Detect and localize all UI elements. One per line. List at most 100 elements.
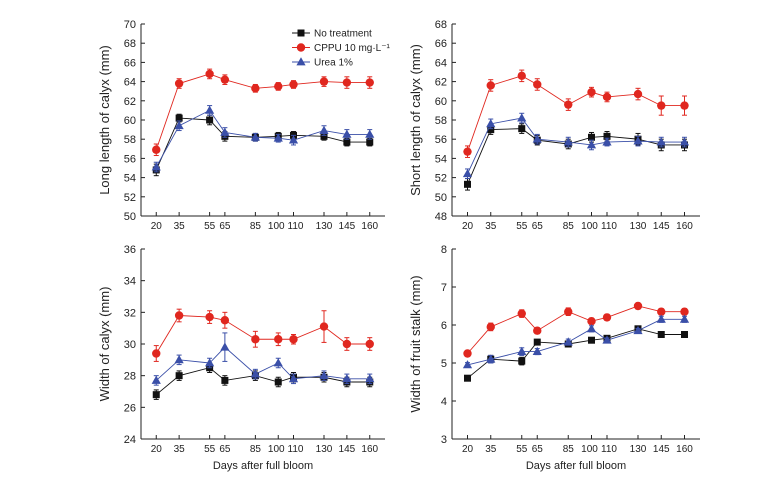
chart-panel-top-left: 50 52 54 56 58 60 62 64 66 68 70 20 35 55 65 85 100 110 13… (97, 19, 391, 232)
x-tick-label: 20 (462, 221, 474, 232)
x-axis-label: Days after full bloom (526, 460, 626, 472)
x-tick-label: 20 (151, 221, 163, 232)
y-tick-label: 3 (441, 434, 447, 446)
x-tick-label: 160 (676, 221, 693, 232)
legend-marker-square (297, 29, 305, 37)
data-point (464, 374, 471, 382)
x-tick-label: 145 (653, 444, 670, 455)
series-line (155, 117, 370, 171)
y-tick-label: 64 (124, 77, 136, 89)
x-tick-label: 110 (601, 444, 617, 455)
data-point (517, 113, 527, 122)
x-tick-label: 100 (581, 221, 598, 232)
data-point (602, 137, 612, 146)
data-point (220, 316, 230, 325)
series-triangle (151, 332, 375, 386)
series-line (467, 328, 685, 379)
x-tick-label: 145 (653, 221, 670, 232)
x-tick-label: 55 (204, 444, 216, 455)
data-point (250, 132, 260, 141)
data-point (657, 307, 666, 316)
y-tick-label: 56 (435, 134, 447, 146)
data-point (602, 335, 612, 344)
series-line (467, 318, 685, 366)
series-triangle (462, 314, 690, 369)
y-tick-label: 66 (435, 38, 447, 50)
y-axis-label: Long length of calyx (mm) (97, 45, 112, 195)
y-tick-label: 70 (124, 19, 136, 31)
y-tick-label: 32 (124, 307, 136, 319)
data-point (587, 317, 596, 326)
data-point (152, 145, 161, 154)
series-line (155, 346, 370, 381)
data-point (486, 81, 495, 90)
y-axis-label: Width of fruit stalk (mm) (408, 275, 423, 412)
series-line (155, 315, 370, 354)
data-point (288, 374, 299, 383)
y-tick-label: 48 (435, 211, 447, 223)
chart-panel-top-right: 48 50 52 54 56 58 60 62 64 66 68 20 35 55 65 85 100 110 13… (408, 19, 700, 232)
y-tick-label: 52 (435, 173, 447, 185)
y-tick-label: 50 (124, 211, 136, 223)
data-point (152, 349, 161, 358)
data-point (342, 374, 352, 383)
y-tick-label: 54 (124, 173, 136, 185)
series-triangle (462, 112, 690, 180)
x-tick-label: 110 (288, 221, 304, 232)
series-square (464, 325, 688, 382)
data-point (679, 137, 690, 146)
x-axis-label: Days after full bloom (213, 460, 313, 472)
y-tick-label: 68 (435, 19, 447, 31)
data-point (342, 129, 352, 138)
data-point (365, 339, 374, 349)
series-circle (152, 68, 374, 157)
y-tick-label: 50 (435, 192, 447, 204)
x-tick-label: 160 (676, 444, 693, 455)
y-tick-label: 28 (124, 371, 136, 383)
series-square (152, 113, 374, 177)
data-point (679, 314, 690, 323)
y-tick-label: 66 (124, 57, 136, 69)
series-line (155, 73, 370, 150)
x-tick-label: 130 (316, 221, 333, 232)
y-tick-label: 58 (435, 115, 447, 127)
series-square (152, 362, 374, 400)
data-point (319, 77, 329, 86)
data-point (273, 133, 283, 142)
series-line (467, 305, 685, 354)
data-point (517, 71, 526, 81)
data-point (274, 335, 283, 344)
legend-marker-circle (296, 43, 306, 52)
x-tick-label: 20 (151, 444, 163, 455)
data-point (586, 324, 597, 333)
y-tick-label: 62 (435, 77, 447, 89)
data-point (174, 79, 184, 88)
data-point (588, 133, 595, 141)
data-point (564, 307, 573, 316)
x-tick-label: 130 (630, 444, 647, 455)
y-tick-label: 60 (435, 96, 447, 108)
y-tick-label: 5 (441, 358, 447, 370)
x-tick-label: 65 (532, 221, 544, 232)
x-tick-label: 35 (485, 444, 497, 455)
data-point (602, 92, 612, 102)
data-point (563, 137, 573, 146)
data-point (151, 162, 161, 171)
x-tick-label: 85 (563, 444, 575, 455)
y-tick-label: 34 (124, 276, 136, 288)
data-point (319, 322, 329, 331)
x-tick-label: 145 (339, 444, 356, 455)
x-tick-label: 65 (219, 221, 231, 232)
data-point (152, 391, 160, 399)
data-point (174, 355, 184, 364)
y-tick-label: 58 (124, 134, 136, 146)
data-point (486, 322, 495, 332)
y-tick-label: 64 (435, 57, 447, 69)
data-point (463, 349, 472, 358)
legend: No treatment CPPU 10 mg·L⁻¹ Urea 1% (292, 29, 391, 69)
data-point (205, 358, 215, 367)
data-point (588, 336, 595, 344)
x-tick-label: 20 (462, 444, 474, 455)
data-point (633, 136, 643, 145)
data-point (151, 375, 161, 384)
